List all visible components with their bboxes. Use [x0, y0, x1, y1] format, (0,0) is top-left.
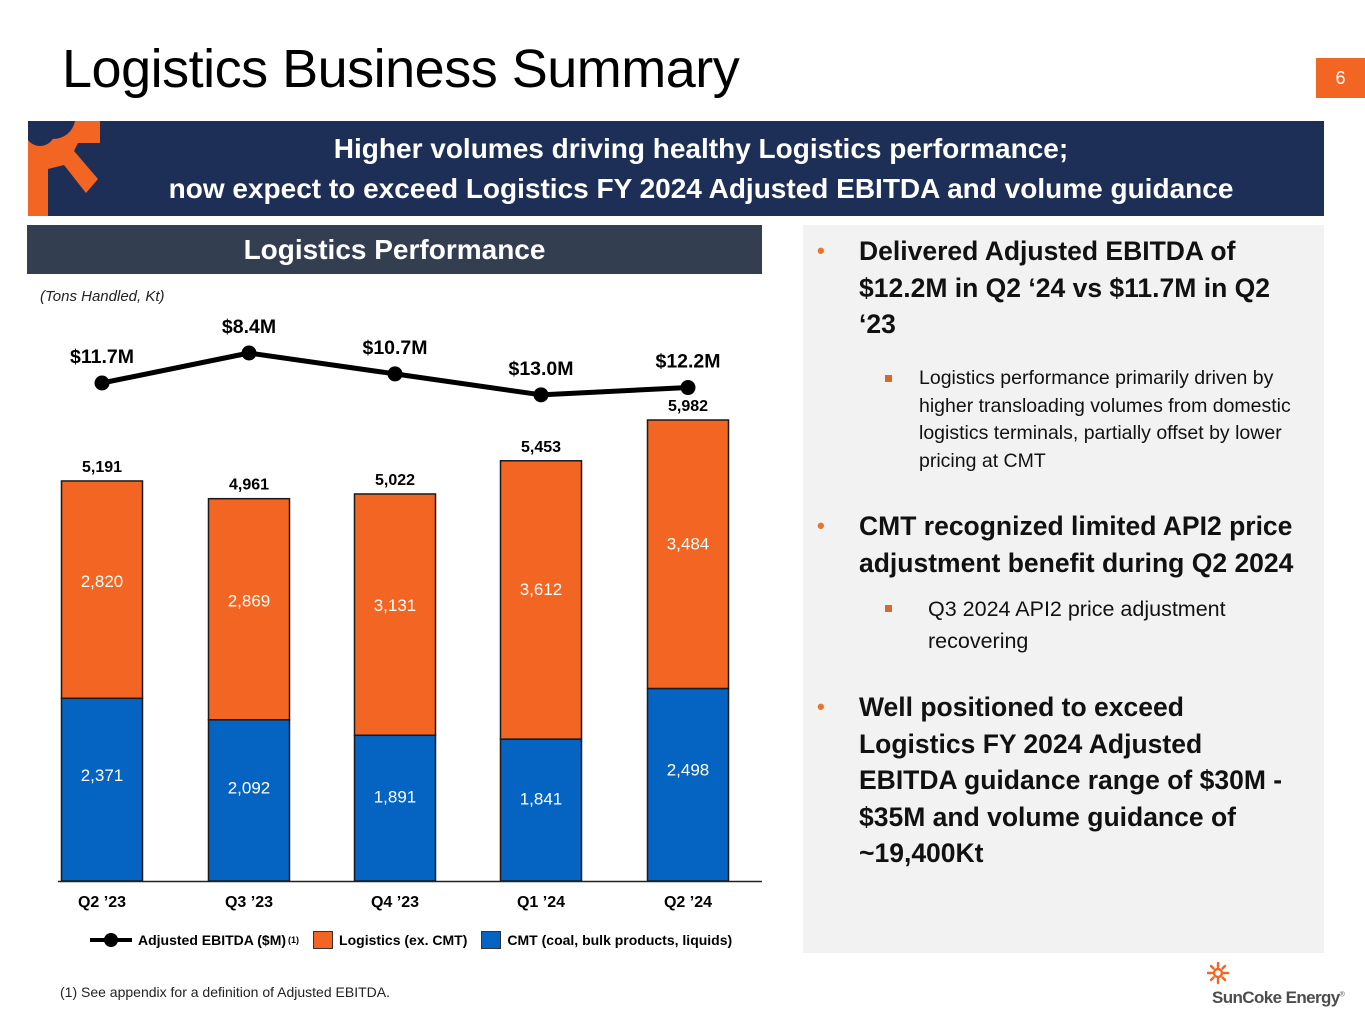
- bar-cmt: [646, 687, 730, 882]
- page-number: 6: [1316, 58, 1365, 98]
- x-tick-label: Q1 ’24: [517, 894, 565, 911]
- banner-line-2: now expect to exceed Logistics FY 2024 A…: [168, 173, 1234, 204]
- page-title: Logistics Business Summary: [62, 39, 740, 99]
- chart-section-header: Logistics Performance: [27, 225, 762, 274]
- logo-registered-mark: ®: [1339, 991, 1345, 999]
- chart-units-label: (Tons Handled, Kt): [40, 288, 165, 305]
- bar-label-logistics: 2,820: [81, 572, 124, 591]
- bar-label-cmt: 2,498: [667, 760, 710, 779]
- legend-item-cmt: CMT (coal, bulk products, liquids): [481, 931, 732, 949]
- ebitda-label: $8.4M: [222, 316, 276, 338]
- legend-label-cmt: CMT (coal, bulk products, liquids): [507, 932, 733, 948]
- bar-label-cmt: 2,371: [81, 766, 124, 785]
- bar-label-logistics: 3,484: [667, 535, 710, 554]
- legend-item-logistics: Logistics (ex. CMT): [313, 931, 467, 949]
- bar-total-label: 4,961: [229, 477, 269, 494]
- legend-label-ebitda: Adjusted EBITDA ($M): [138, 932, 287, 948]
- bullet-1-text: Delivered Adjusted EBITDA of $12.2M in Q…: [859, 236, 1270, 339]
- ebitda-point: [533, 387, 549, 403]
- x-tick-label: Q2 ’24: [664, 894, 712, 911]
- bullet-dot-icon: •: [817, 238, 825, 263]
- bar-total-label: 5,191: [82, 459, 122, 476]
- key-points-panel: • Delivered Adjusted EBITDA of $12.2M in…: [803, 225, 1324, 953]
- x-tick-label: Q2 ’23: [78, 894, 126, 911]
- company-logo-mark-icon: [28, 121, 103, 216]
- bar-cmt: [499, 738, 583, 882]
- bar-label-logistics: 2,869: [228, 591, 271, 610]
- bullet-3-text: Well positioned to exceed Logistics FY 2…: [859, 692, 1283, 868]
- square-bullet-icon: [885, 605, 892, 612]
- bar-label-logistics: 3,612: [520, 580, 563, 599]
- bar-cmt: [207, 719, 291, 882]
- bar-label-cmt: 2,092: [228, 778, 271, 797]
- ebitda-label: $10.7M: [362, 337, 427, 359]
- bar-cmt: [353, 734, 437, 882]
- footnote: (1) See appendix for a definition of Adj…: [60, 984, 390, 1000]
- bar-label-logistics: 3,131: [374, 596, 417, 615]
- sub-bullet-2-1: Q3 2024 API2 price adjustment recovering: [885, 593, 1310, 657]
- bar-total-label: 5,453: [521, 439, 561, 456]
- bar-total-label: 5,022: [375, 472, 415, 489]
- suncoke-logo-icon: [1207, 961, 1230, 985]
- bar-logistics: [353, 493, 437, 737]
- bar-logistics: [646, 419, 730, 690]
- legend-swatch-logistics: [313, 931, 334, 949]
- bullet-dot-icon: •: [817, 694, 825, 719]
- bar-logistics: [60, 480, 144, 700]
- ebitda-point: [387, 366, 403, 382]
- sub-bullet-1-1-text: Logistics performance primarily driven b…: [919, 367, 1291, 472]
- headline-banner: Higher volumes driving healthy Logistics…: [28, 121, 1324, 216]
- bar-cmt: [60, 697, 144, 882]
- bullet-2-text: CMT recognized limited API2 price adjust…: [859, 511, 1294, 578]
- bullet-1: • Delivered Adjusted EBITDA of $12.2M in…: [817, 233, 1306, 343]
- ebitda-point: [94, 375, 110, 391]
- legend-item-ebitda: Adjusted EBITDA ($M) (1): [90, 931, 299, 949]
- logo-name: SunCoke Energy: [1212, 988, 1340, 1007]
- ebitda-point: [680, 380, 696, 396]
- sub-bullet-1-1: Logistics performance primarily driven b…: [885, 365, 1310, 475]
- legend-swatch-cmt: [481, 931, 502, 949]
- x-tick-label: Q4 ’23: [371, 894, 419, 911]
- bar-label-cmt: 1,891: [374, 787, 417, 806]
- legend-footnote-ref: (1): [288, 935, 300, 945]
- bar-label-cmt: 1,841: [520, 790, 563, 809]
- sub-bullet-2-1-text: Q3 2024 API2 price adjustment recovering: [928, 597, 1226, 653]
- logo-wordmark: SunCoke Energy®: [1212, 988, 1345, 1008]
- bar-total-label: 5,982: [668, 398, 708, 415]
- ebitda-label: $11.7M: [70, 346, 134, 368]
- ebitda-label: $13.0M: [508, 358, 573, 380]
- bullet-3: • Well positioned to exceed Logistics FY…: [817, 689, 1306, 872]
- line-marker-icon: [90, 933, 132, 947]
- x-tick-label: Q3 ’23: [225, 894, 273, 911]
- chart-legend: Adjusted EBITDA ($M) (1) Logistics (ex. C…: [90, 931, 746, 949]
- ebitda-point: [241, 345, 257, 361]
- ebitda-label: $12.2M: [655, 351, 720, 373]
- bullet-dot-icon: •: [817, 513, 825, 538]
- legend-label-logistics: Logistics (ex. CMT): [339, 932, 468, 948]
- bar-logistics: [207, 497, 291, 721]
- bullet-2: • CMT recognized limited API2 price adju…: [817, 508, 1306, 581]
- square-bullet-icon: [885, 375, 892, 382]
- logistics-performance-chart: 2,371 2,820 5,191 Q2 ’23 2,092 2,869 4,961 Q3 ’…: [58, 316, 762, 911]
- bar-logistics: [499, 460, 583, 740]
- banner-line-1: Higher volumes driving healthy Logistics…: [333, 133, 1069, 164]
